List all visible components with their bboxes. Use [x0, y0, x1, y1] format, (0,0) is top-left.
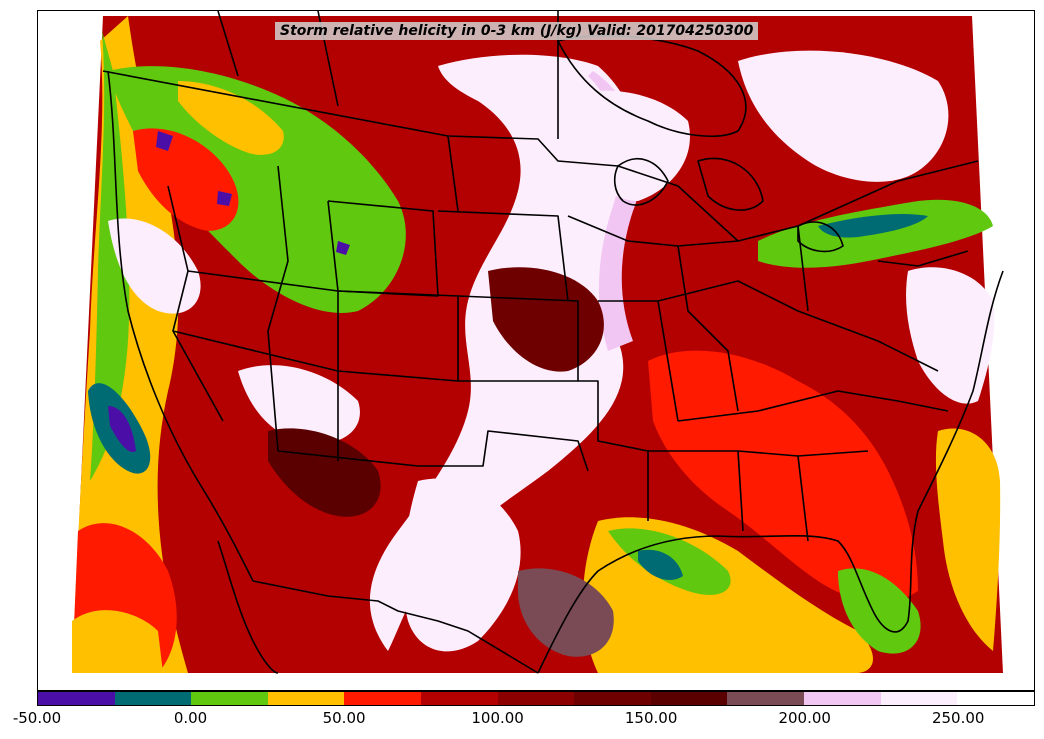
southwest-pink-patch — [238, 365, 360, 444]
colorbar-tick-label: 100.00 — [471, 709, 524, 727]
state-line-8 — [187, 270, 339, 292]
southeast-red — [648, 350, 918, 602]
texas-pink — [402, 478, 521, 652]
colorbar-segment — [804, 692, 881, 705]
state-line-16 — [737, 450, 744, 532]
texas-maroon — [518, 568, 614, 657]
colorbar-tick-label: 250.00 — [931, 709, 985, 727]
pacific-green-band — [90, 31, 130, 481]
florida-gulf-green — [838, 568, 921, 654]
colorbar-segment — [38, 692, 115, 705]
colorbar-tick-label: 150.00 — [624, 709, 678, 727]
colorbar-segment — [497, 692, 575, 705]
colorbar-tick-label: 200.00 — [778, 709, 831, 727]
west-pink-patch — [108, 218, 201, 314]
state-line-17 — [797, 455, 809, 542]
pacific-purple-band — [108, 406, 136, 452]
northwest-green-region — [108, 66, 406, 313]
colorbar-segment — [880, 692, 958, 705]
state-line-9 — [172, 330, 339, 461]
colorbar-segment — [114, 692, 192, 705]
state-line-20 — [797, 225, 809, 312]
canada-province-line — [217, 11, 239, 77]
mexico-border — [252, 580, 539, 674]
colorbar-segment — [344, 692, 422, 705]
state-line-19 — [677, 245, 739, 412]
colorbar-tick-label: 50.00 — [322, 709, 366, 727]
ohio-valley-teal — [818, 214, 928, 238]
gulf-coastline — [537, 270, 1004, 674]
map-frame: Storm relative helicity in 0-3 km (J/kg)… — [37, 10, 1035, 691]
state-line-2 — [267, 165, 289, 452]
state-line-13 — [657, 280, 939, 372]
great-lakes-outline — [613, 157, 844, 253]
great-lakes-pink — [558, 90, 690, 201]
eastcoast-pink — [906, 267, 995, 404]
state-line-5 — [457, 295, 579, 382]
colorbar-segment — [191, 692, 268, 705]
us-canada-border — [102, 70, 979, 242]
colorbar-segment — [574, 692, 651, 705]
state-line-18 — [567, 215, 739, 247]
colorbar-segment — [267, 692, 345, 705]
southwest-dark-maroon — [268, 428, 381, 517]
colorbar-segment — [650, 692, 728, 705]
colorbar-tick-labels: -50.00 0.00 50.00 100.00 150.00 200.00 250.00 — [0, 709, 1044, 733]
state-line-12 — [598, 300, 679, 422]
baja-outline — [217, 540, 279, 674]
map-title: Storm relative helicity in 0-3 km (J/kg)… — [275, 22, 759, 40]
colorbar-tick-label: 0.00 — [173, 709, 208, 727]
state-line-6 — [437, 210, 569, 302]
colorbar — [37, 691, 1035, 706]
gulf-teal — [638, 549, 683, 581]
state-line-14 — [677, 390, 949, 422]
northwest-orange-patches — [178, 81, 284, 155]
state-line-7 — [447, 135, 459, 212]
pacific-orange-south — [72, 610, 163, 673]
state-line-15 — [648, 450, 869, 457]
helicity-map — [72, 11, 1004, 674]
state-line-1 — [167, 185, 224, 422]
colorbar-segment — [727, 692, 805, 705]
state-line-21 — [877, 250, 969, 267]
pacific-coastline — [107, 70, 254, 582]
colorbar-tick-label: -50.00 — [12, 709, 62, 727]
state-line-10 — [277, 430, 589, 472]
northwest-red-patches — [133, 128, 239, 231]
atlantic-yellow — [935, 428, 1001, 651]
state-line-11 — [578, 380, 649, 521]
colorbar-segment — [421, 692, 498, 705]
northeast-pink — [738, 50, 949, 182]
central-dark-maroon — [488, 267, 604, 372]
state-boundaries — [102, 11, 1004, 674]
state-line-3 — [327, 200, 439, 297]
